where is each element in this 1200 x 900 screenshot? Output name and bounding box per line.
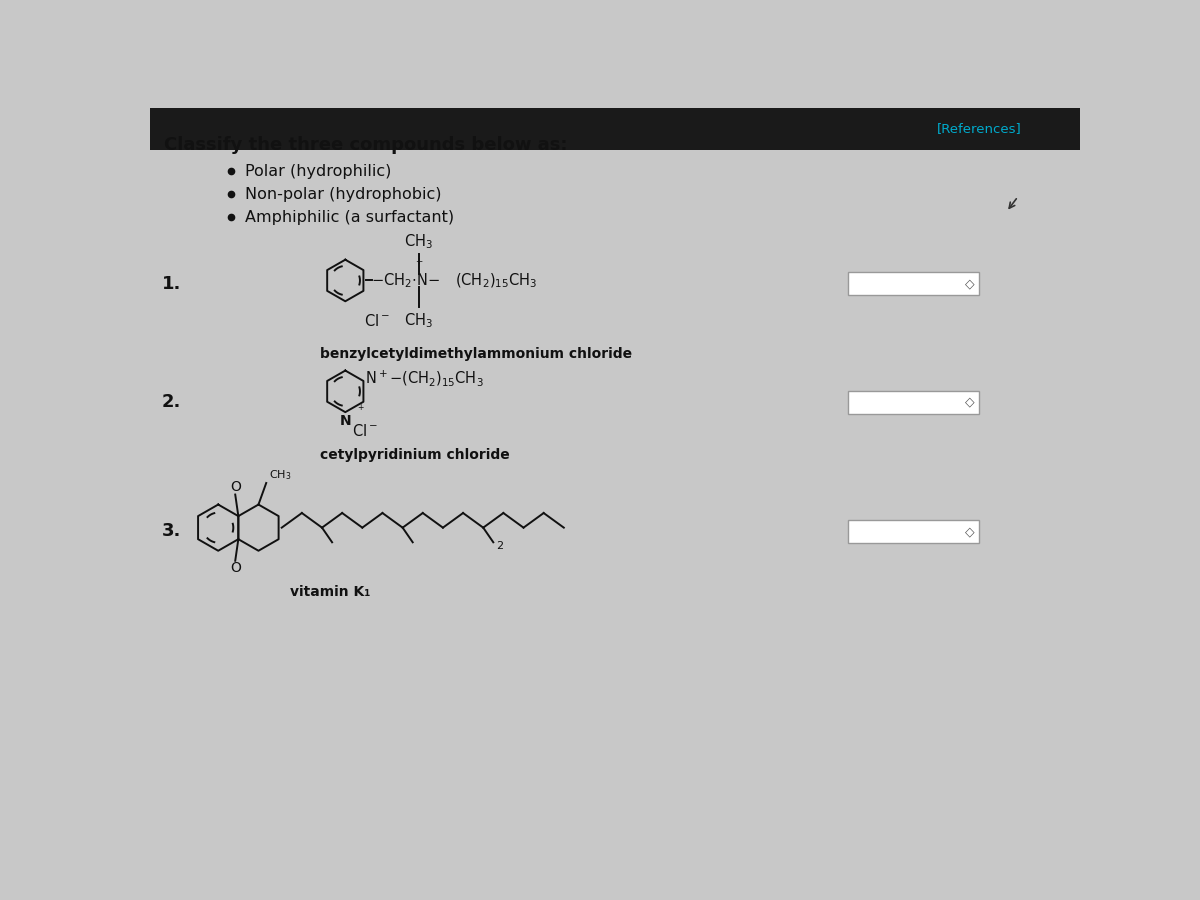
Text: Polar (hydrophilic): Polar (hydrophilic) bbox=[245, 164, 391, 178]
FancyBboxPatch shape bbox=[150, 108, 1080, 149]
Text: ◇: ◇ bbox=[965, 277, 974, 290]
Text: CH$_3$: CH$_3$ bbox=[404, 311, 433, 330]
Text: CH$_3$: CH$_3$ bbox=[269, 468, 292, 482]
Text: Cl$^-$: Cl$^-$ bbox=[352, 423, 378, 438]
Text: ◇: ◇ bbox=[965, 525, 974, 538]
Text: 3.: 3. bbox=[162, 523, 181, 541]
Text: Non-polar (hydrophobic): Non-polar (hydrophobic) bbox=[245, 186, 442, 202]
Text: $^+$: $^+$ bbox=[356, 403, 365, 413]
Text: Cl$^-$: Cl$^-$ bbox=[364, 312, 390, 328]
Text: cetylpyridinium chloride: cetylpyridinium chloride bbox=[320, 447, 510, 462]
Text: O: O bbox=[229, 562, 241, 575]
Text: vitamin K₁: vitamin K₁ bbox=[289, 585, 370, 598]
Text: (CH$_2$)$_{15}$CH$_3$: (CH$_2$)$_{15}$CH$_3$ bbox=[455, 271, 536, 290]
Text: $^+$: $^+$ bbox=[414, 257, 424, 270]
Text: benzylcetyldimethylammonium chloride: benzylcetyldimethylammonium chloride bbox=[320, 347, 632, 362]
Text: N: N bbox=[340, 414, 352, 427]
Text: CH$_3$: CH$_3$ bbox=[404, 232, 433, 251]
Text: [References]: [References] bbox=[937, 122, 1021, 135]
Text: O: O bbox=[229, 480, 241, 494]
Text: N$^+$$-$(CH$_2$)$_{15}$CH$_3$: N$^+$$-$(CH$_2$)$_{15}$CH$_3$ bbox=[365, 368, 484, 388]
Text: 2.: 2. bbox=[162, 393, 181, 411]
Text: Classify the three compounds below as:: Classify the three compounds below as: bbox=[164, 136, 568, 154]
FancyBboxPatch shape bbox=[847, 272, 979, 295]
FancyBboxPatch shape bbox=[847, 391, 979, 414]
Text: 2: 2 bbox=[497, 541, 504, 551]
FancyBboxPatch shape bbox=[847, 520, 979, 543]
Text: 1.: 1. bbox=[162, 274, 181, 292]
Text: ◇: ◇ bbox=[965, 396, 974, 409]
Text: $-$CH$_2$$\cdot$N$-$: $-$CH$_2$$\cdot$N$-$ bbox=[371, 271, 439, 290]
Text: Amphiphilic (a surfactant): Amphiphilic (a surfactant) bbox=[245, 210, 455, 225]
